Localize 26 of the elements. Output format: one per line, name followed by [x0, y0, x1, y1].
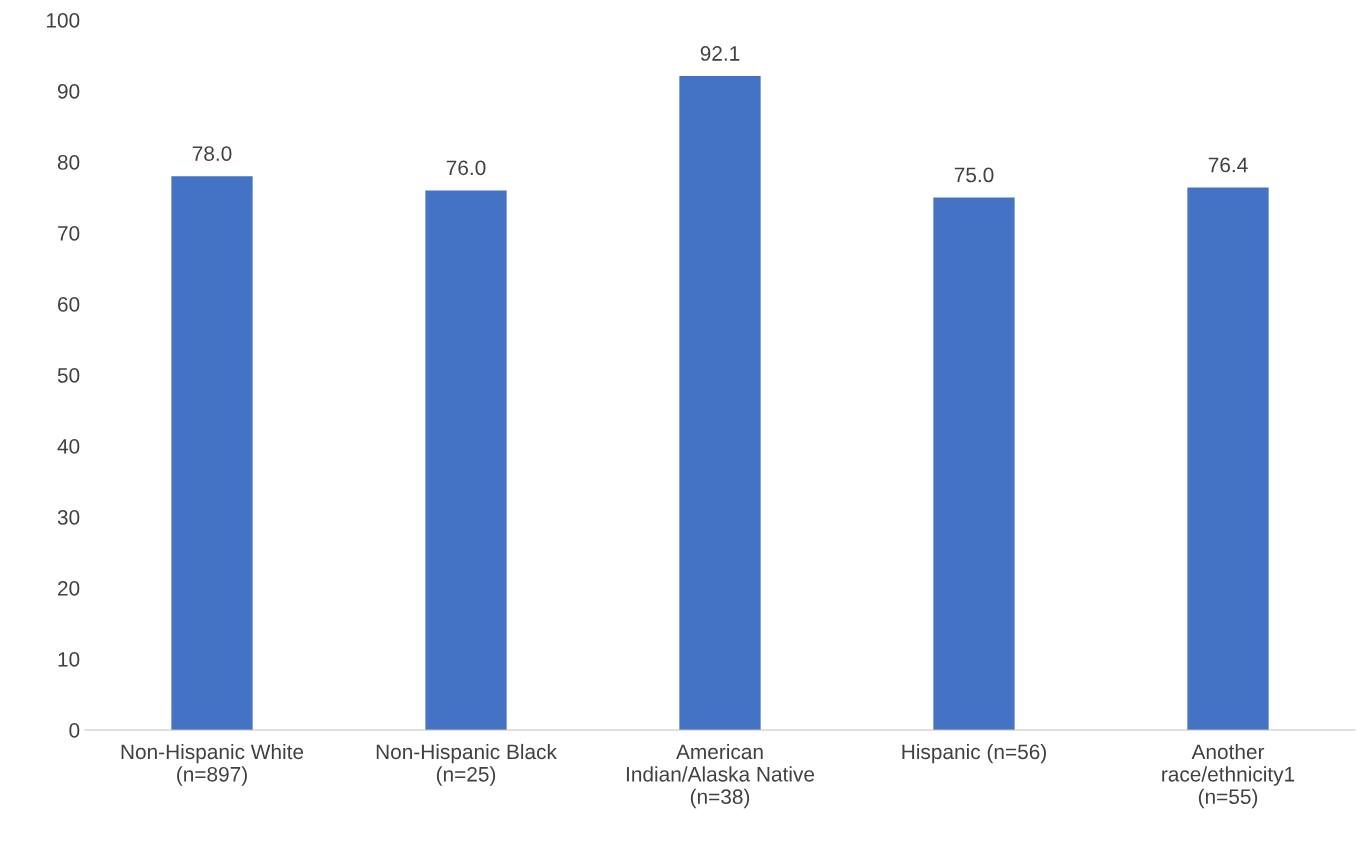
data-label: 78.0 [192, 146, 232, 161]
x-tick-label: Hispanic (n=56) [902, 743, 1046, 764]
y-tick-label: 30 [57, 510, 80, 525]
y-tick-label: 20 [58, 581, 80, 596]
bar [171, 176, 253, 730]
data-label: 76.4 [1208, 157, 1248, 173]
data-label: 76.0 [446, 160, 486, 176]
x-tick-label: Another race/ethnicity1 (n=55) [1162, 743, 1295, 809]
y-tick-label: 0 [69, 723, 80, 738]
bar [1187, 187, 1269, 730]
bar [425, 190, 507, 730]
x-tick-label: American Indian/Alaska Native (n=38) [626, 743, 815, 809]
y-tick-label: 70 [58, 226, 80, 241]
y-tick-label: 40 [57, 439, 80, 454]
data-label: 75.0 [954, 167, 994, 183]
bar [679, 76, 761, 730]
x-tick-label: Non-Hispanic Black (n=25) [376, 743, 557, 786]
y-tick-label: 10 [58, 652, 80, 667]
y-tick-label: 50 [57, 368, 80, 383]
y-tick-label: 90 [57, 84, 80, 99]
y-tick-label: 80 [57, 155, 80, 170]
data-label: 92.1 [700, 46, 740, 61]
y-tick-label: 100 [46, 13, 80, 28]
y-tick-label: 60 [58, 297, 80, 312]
x-tick-label: Non-Hispanic White (n=897) [121, 743, 304, 786]
bar [933, 197, 1015, 730]
